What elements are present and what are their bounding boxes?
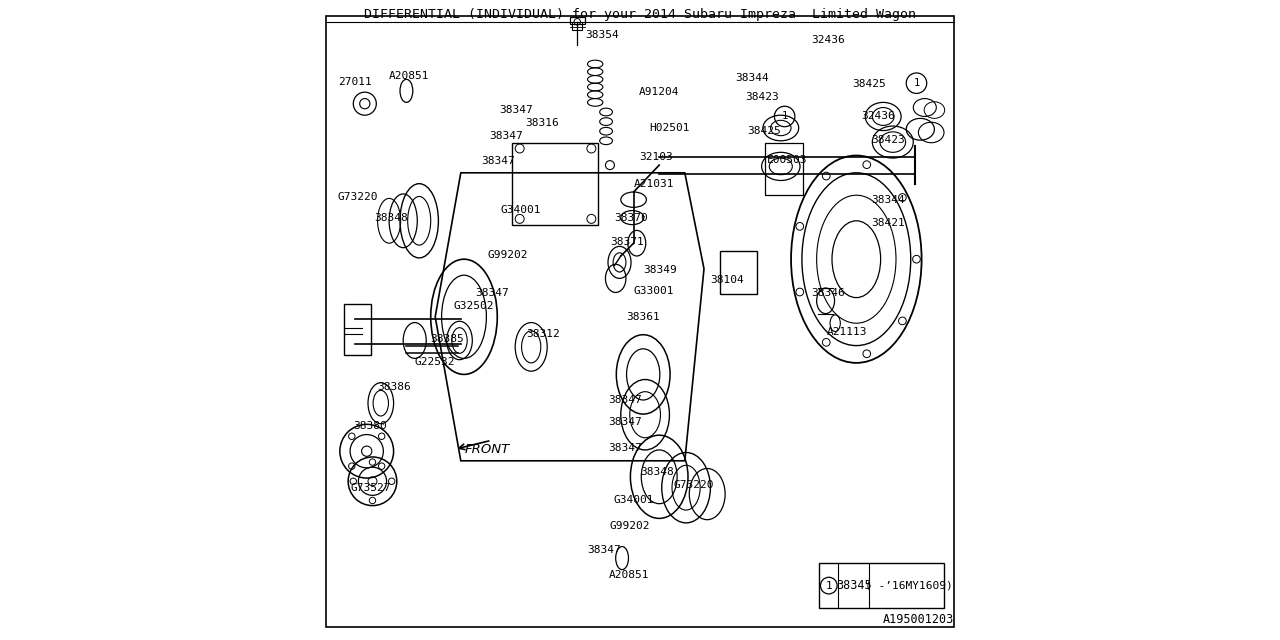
Text: 38316: 38316 <box>525 118 558 128</box>
Text: G73527: G73527 <box>351 483 392 493</box>
Text: 38361: 38361 <box>626 312 659 322</box>
Text: ( -’16MY1609): ( -’16MY1609) <box>865 580 952 591</box>
Text: A195001203: A195001203 <box>882 613 954 626</box>
Text: 27011: 27011 <box>338 77 371 87</box>
Text: 38347: 38347 <box>588 545 621 556</box>
Bar <box>765 143 804 195</box>
Text: 38423: 38423 <box>872 134 905 145</box>
Text: 38425: 38425 <box>748 126 781 136</box>
Text: H02501: H02501 <box>650 123 690 133</box>
Text: G32502: G32502 <box>453 301 494 311</box>
Text: G33001: G33001 <box>634 286 675 296</box>
Text: 38354: 38354 <box>585 30 620 40</box>
Text: 38347: 38347 <box>481 156 515 166</box>
Text: 38312: 38312 <box>526 329 559 339</box>
Text: 38347: 38347 <box>499 105 532 115</box>
Text: 38347: 38347 <box>608 443 641 453</box>
Text: 38347: 38347 <box>490 131 524 141</box>
Text: 1: 1 <box>782 111 787 122</box>
Text: E00503: E00503 <box>767 155 808 165</box>
Bar <box>344 304 371 355</box>
Text: 38421: 38421 <box>872 218 905 228</box>
Text: 38385: 38385 <box>430 334 463 344</box>
Text: DIFFERENTIAL (INDIVIDUAL) for your 2014 Subaru Impreza  Limited Wagon: DIFFERENTIAL (INDIVIDUAL) for your 2014 … <box>364 8 916 21</box>
Text: 38370: 38370 <box>614 212 648 223</box>
Text: A20851: A20851 <box>609 570 650 580</box>
Text: 32436: 32436 <box>812 35 845 45</box>
Text: 38423: 38423 <box>745 92 780 102</box>
Text: 38347: 38347 <box>475 288 508 298</box>
Text: A21113: A21113 <box>827 326 868 337</box>
Text: 38344: 38344 <box>872 195 905 205</box>
Bar <box>819 563 945 608</box>
Text: 38347: 38347 <box>608 395 641 405</box>
Text: 38371: 38371 <box>611 237 644 247</box>
Text: 38425: 38425 <box>852 79 886 90</box>
Text: G99202: G99202 <box>488 250 529 260</box>
Text: 38348: 38348 <box>374 212 408 223</box>
Text: A21031: A21031 <box>634 179 675 189</box>
Text: 38380: 38380 <box>353 420 387 431</box>
Text: 38345: 38345 <box>836 579 872 592</box>
Text: 38386: 38386 <box>378 382 411 392</box>
Text: 38104: 38104 <box>710 275 744 285</box>
Text: 38348: 38348 <box>640 467 673 477</box>
Text: 1: 1 <box>826 580 832 591</box>
Text: 38349: 38349 <box>644 265 677 275</box>
Text: FRONT: FRONT <box>465 443 511 456</box>
Bar <box>570 17 585 24</box>
Bar <box>512 143 599 225</box>
Text: G34001: G34001 <box>500 205 541 215</box>
Text: 38346: 38346 <box>812 288 845 298</box>
Text: 32103: 32103 <box>639 152 672 162</box>
Text: G73220: G73220 <box>338 192 379 202</box>
Text: A91204: A91204 <box>639 87 680 97</box>
Text: 32436: 32436 <box>860 111 895 122</box>
Text: A20851: A20851 <box>389 70 430 81</box>
Bar <box>719 251 758 294</box>
Text: G22532: G22532 <box>415 356 456 367</box>
Text: G99202: G99202 <box>609 521 650 531</box>
Bar <box>572 22 582 30</box>
Text: 1: 1 <box>914 78 919 88</box>
Text: G73220: G73220 <box>673 480 714 490</box>
Text: 38344: 38344 <box>735 73 768 83</box>
Text: G34001: G34001 <box>613 495 654 506</box>
Text: 38347: 38347 <box>608 417 641 428</box>
